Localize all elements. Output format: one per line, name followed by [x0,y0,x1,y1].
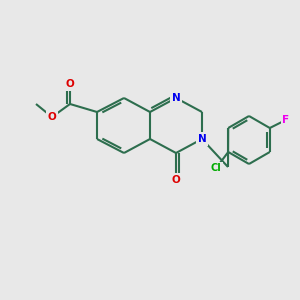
Text: Cl: Cl [211,163,222,173]
Text: N: N [198,134,206,144]
Text: O: O [66,79,74,89]
Text: N: N [172,93,180,103]
Text: O: O [48,112,56,122]
Text: F: F [282,115,289,125]
Text: O: O [172,175,180,185]
